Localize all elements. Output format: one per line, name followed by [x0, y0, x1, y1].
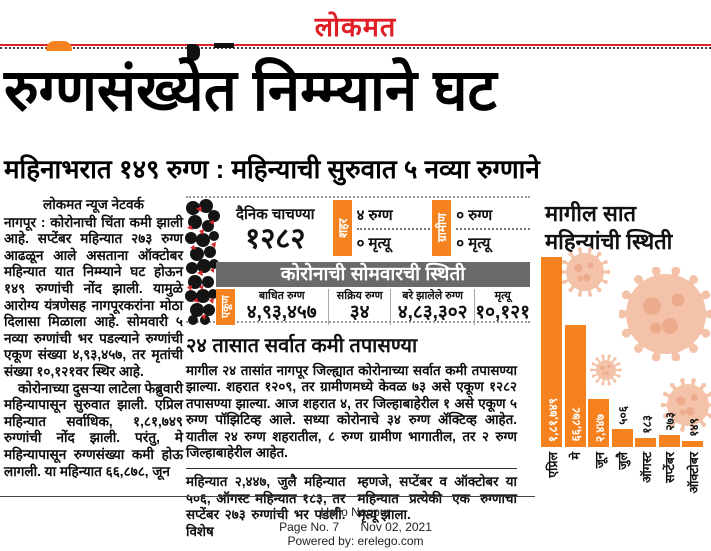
city-cases: ४ रुग्ण — [356, 205, 431, 230]
bottom-rule — [0, 496, 535, 497]
x-axis-label: मे — [569, 452, 583, 460]
x-axis-label: ऑगस्ट — [639, 452, 654, 483]
chart-bar — [635, 438, 656, 447]
chart-bar — [588, 399, 609, 447]
x-axis-label: सप्टेंबर — [663, 452, 677, 483]
bar-value-label: १४९ — [686, 418, 701, 437]
mid-section: २४ तासात सर्वात कमी तपासण्या मागील २४ ता… — [186, 331, 517, 540]
covid-stats-box: दैनिक चाचण्या १२८२ शहर ४ रुग्ण ० मृत्यू … — [185, 196, 530, 325]
decor-dash-remnant — [214, 43, 234, 48]
continuation-left: महिन्यात २,४४७, जुलै महिन्यात ५०६, ऑगस्ट… — [186, 474, 346, 539]
chart-bar — [682, 441, 703, 447]
daily-tests-block: दैनिक चाचण्या १२८२ — [220, 200, 331, 260]
masthead-logo: लोकमत — [314, 12, 397, 42]
article-continuation: महिन्यात २,४४७, जुलै महिन्यात ५०६, ऑगस्ट… — [186, 468, 517, 540]
city-tab: शहर — [332, 200, 352, 256]
mid-section-heading: २४ तासात सर्वात कमी तपासण्या — [186, 335, 418, 357]
footer-publication: Hello Nagpur — [320, 505, 391, 519]
rural-tab: ग्रामीण — [432, 200, 452, 256]
decor-orange-blob — [46, 41, 72, 51]
article-para-2: कोरोनाच्या दुसऱ्या लाटेला फेब्रुवारी महि… — [4, 380, 183, 479]
rural-stats-block: ग्रामीण ० रुग्ण ० मृत्यू — [432, 200, 530, 260]
continuation-right: म्हणजे, सप्टेंबर व ऑक्टोबर या महिन्यात प… — [357, 474, 518, 523]
decor-glyph-remnant — [187, 44, 200, 61]
city-stats-block: शहर ४ रुग्ण ० मृत्यू — [332, 200, 431, 260]
daily-tests-label: दैनिक चाचण्या — [236, 206, 315, 223]
footer-date: Nov 02, 2021 — [360, 519, 432, 534]
article-para-1: नागपूर : कोरोनाची चिंता कमी झाली आहे. सप… — [4, 214, 183, 379]
dark-virus-image — [185, 199, 220, 325]
chart-x-axis-labels: एप्रिल मे जून जुलै ऑगस्ट सप्टेंबर ऑक्टोबर — [539, 450, 711, 510]
byline: लोकमत न्यूज नेटवर्क — [43, 197, 144, 212]
virus-icon — [660, 377, 711, 438]
monthly-cases-chart: १,८१,७४९ ६६,८७८ २,४४७ ५०६ १८३ २७३ १४९ — [539, 250, 711, 447]
virus-icon — [617, 266, 711, 366]
footer-page-date: Page No. 7 Nov 02, 2021 — [0, 520, 711, 535]
bar-value-label: ५०६ — [616, 406, 630, 425]
footer-powered-by: Powered by: erelego.com — [287, 534, 424, 548]
rural-cases: ० रुग्ण — [456, 205, 530, 230]
subheadline: महिनाभरात १४९ रुग्ण : महिन्याची सुरुवात … — [4, 154, 540, 184]
total-recovered: बरे झालेले रुग्ण ४,८३,३०२ — [389, 289, 474, 325]
chart-title: मागील सात महिन्यांची स्थिती — [545, 201, 673, 254]
headline: रुग्णसंख्येत निम्म्याने घट — [4, 58, 497, 123]
daily-tests-value: १२८२ — [245, 223, 306, 255]
monday-status-band: कोरोनाची सोमवारची स्थिती — [216, 262, 530, 287]
totals-row: एकूण बाधित रुग्ण ४,९३,४५७ सक्रिय रुग्ण ३… — [216, 289, 530, 325]
chart-bar — [541, 257, 562, 447]
total-active: सक्रिय रुग्ण ३४ — [328, 289, 389, 325]
masthead-rule — [0, 44, 711, 46]
bar-value-label: २,४४७ — [592, 413, 607, 442]
city-deaths: ० मृत्यू — [356, 235, 391, 252]
x-axis-label: ऑक्टोबर — [686, 452, 701, 494]
bar-value-label: १८३ — [639, 415, 654, 434]
chart-bar — [611, 429, 633, 447]
chart-bar — [658, 435, 680, 447]
footer-page-number: Page No. 7 — [279, 519, 340, 534]
bar-value-label: २७३ — [663, 412, 677, 431]
x-axis-label: जुलै — [616, 452, 630, 470]
masthead-dotted-rule — [0, 47, 711, 49]
virus-icon — [559, 246, 611, 303]
rural-deaths: ० मृत्यू — [456, 235, 491, 252]
total-tab: एकूण — [216, 289, 235, 325]
total-infected: बाधित रुग्ण ४,९३,४५७ — [246, 290, 317, 323]
x-axis-label: एप्रिल — [545, 452, 560, 478]
article-left-column: लोकमत न्यूज नेटवर्क नागपूर : कोरोनाची चि… — [4, 197, 183, 480]
total-deaths: मृत्यू १०,१२१ — [474, 289, 530, 325]
bar-value-label: १,८१,७४९ — [545, 397, 560, 442]
chart-bar — [564, 325, 586, 447]
mid-section-body: मागील २४ तासांत नागपूर जिल्ह्यात कोरोनाच… — [186, 363, 517, 461]
x-axis-label: जून — [592, 452, 607, 469]
virus-icon — [589, 353, 623, 392]
bar-value-label: ६६,८७८ — [569, 407, 583, 442]
page-footer: Hello Nagpur Page No. 7 Nov 02, 2021 Pow… — [0, 505, 711, 549]
